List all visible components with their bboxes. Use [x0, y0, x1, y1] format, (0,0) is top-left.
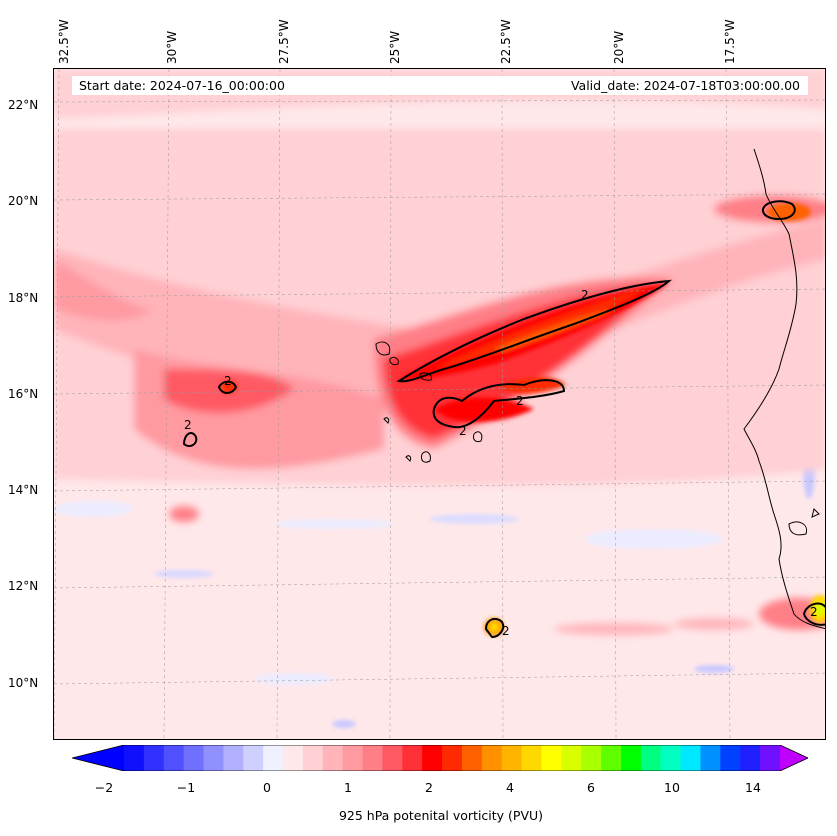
map-panel[interactable]: 2 2 2 2 2 2 2 [53, 68, 826, 740]
colorbar-swatch [203, 745, 224, 771]
colorbar-swatch [680, 745, 702, 771]
start-date-text: Start date: 2024-07-16_00:00:00 [79, 78, 285, 93]
colorbar-swatch [422, 745, 443, 771]
colorbar-over-arrow [780, 745, 808, 771]
lon-label: 25°W [388, 30, 402, 64]
colorbar-swatch [124, 745, 145, 771]
colorbar-swatch [700, 745, 721, 771]
lon-label: 22.5°W [499, 19, 513, 64]
colorbar-swatch [243, 745, 264, 771]
colorbar-swatch [461, 745, 483, 771]
valid-date-text: Valid_date: 2024-07-18T03:00:00.00 [570, 78, 800, 93]
colorbar-tick-label: −1 [176, 780, 196, 795]
colorbar-tick-label: 1 [344, 780, 352, 795]
colorbar-swatch [501, 745, 523, 771]
colorbar-tick-label: 14 [745, 780, 761, 795]
colorbar-swatch [402, 745, 423, 771]
contour-label: 2 [502, 624, 510, 638]
contour-label: 2 [459, 424, 467, 438]
colorbar-swatch [442, 745, 463, 771]
colorbar-swatch [640, 745, 662, 771]
colorbar-swatch [481, 745, 503, 771]
colorbar-swatch [382, 745, 403, 771]
colorbar-swatch [601, 745, 622, 771]
colorbar [72, 745, 808, 771]
lat-label: 12°N [8, 579, 39, 593]
contour-label: 2 [516, 394, 524, 408]
colorbar-swatch [760, 745, 781, 771]
graticule [54, 69, 825, 739]
lat-label: 22°N [8, 98, 39, 112]
lat-label: 16°N [8, 387, 39, 401]
negative-pv-patches [54, 439, 815, 728]
colorbar-swatch [561, 745, 582, 771]
lat-label: 10°N [8, 676, 39, 690]
colorbar-swatch [541, 745, 562, 771]
contour-label: 2 [581, 288, 589, 302]
colorbar-under-arrow [72, 745, 124, 771]
colorbar-swatch [581, 745, 602, 771]
colorbar-swatch [322, 745, 344, 771]
contour-label-group: 2 2 2 2 2 2 2 [184, 288, 818, 638]
pv-field: 2 2 2 2 2 2 2 [54, 69, 825, 739]
contour-label: 2 [184, 418, 192, 432]
lon-label: 20°W [612, 30, 626, 64]
colorbar-tick-label: 2 [425, 780, 433, 795]
colorbar-swatch [223, 745, 244, 771]
colorbar-swatch [143, 745, 165, 771]
lon-label: 27.5°W [277, 19, 291, 64]
colorbar-swatch [740, 745, 761, 771]
pv-2-contours [182, 200, 825, 639]
colorbar-swatch [163, 745, 185, 771]
colorbar-swatch [183, 745, 205, 771]
lon-label: 32.5°W [57, 19, 71, 64]
colorbar-swatch [620, 745, 642, 771]
colorbar-swatch [302, 745, 324, 771]
colorbar-tick-label: 6 [587, 780, 595, 795]
lon-label: 30°W [165, 30, 179, 64]
lat-label: 20°N [8, 194, 39, 208]
colorbar-swatch [263, 745, 284, 771]
contour-label: 2 [810, 605, 818, 619]
lat-label: 14°N [8, 483, 39, 497]
colorbar-title: 925 hPa potenital vorticity (PVU) [338, 808, 544, 823]
colorbar-tick-label: −2 [94, 780, 114, 795]
colorbar-swatch [720, 745, 741, 771]
contour-label: 2 [224, 374, 232, 388]
colorbar-swatch [342, 745, 364, 771]
colorbar-tick-label: 4 [506, 780, 514, 795]
lon-label: 17.5°W [723, 19, 737, 64]
colorbar-tick-label: 0 [263, 780, 271, 795]
colorbar-swatch [521, 745, 543, 771]
colorbar-tick-label: 10 [664, 780, 680, 795]
lat-label: 18°N [8, 291, 39, 305]
colorbar-swatch [660, 745, 682, 771]
date-info-box [72, 76, 808, 95]
colorbar-swatch [362, 745, 384, 771]
colorbar-swatch [283, 745, 304, 771]
coastline [375, 148, 825, 630]
